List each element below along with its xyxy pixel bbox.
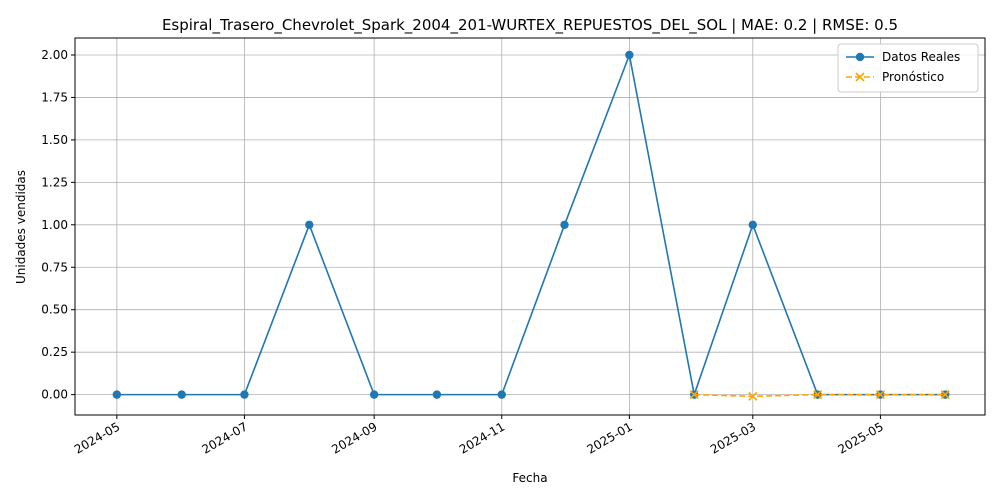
- data-point: [813, 390, 823, 400]
- plot-frame: [74, 37, 986, 416]
- x-axis-label: Fecha: [512, 471, 547, 485]
- series-line: [694, 393, 946, 398]
- x-tick-label: 2025-05: [835, 419, 885, 456]
- legend-label: Datos Reales: [882, 50, 960, 64]
- y-tick-label: 0.75: [41, 260, 68, 274]
- x-tick-label: 2024-05: [72, 419, 122, 456]
- x-tick-label: 2025-03: [708, 419, 758, 456]
- legend-label: Pronóstico: [882, 70, 944, 84]
- legend: Datos Reales Pronóstico: [837, 43, 979, 93]
- x-tick-label: 2024-07: [200, 419, 250, 456]
- x-axis-ticks: 2024-05 2024-07 2024-09 2024-11 2025-01 2025-…: [72, 415, 886, 457]
- chart-title: Espiral_Trasero_Chevrolet_Spark_2004_201…: [162, 16, 898, 35]
- data-point: [748, 391, 758, 401]
- data-point: [369, 390, 379, 399]
- y-tick-label: 1.75: [41, 90, 68, 104]
- x-tick-label: 2024-09: [329, 419, 379, 456]
- data-point: [560, 220, 569, 230]
- data-point: [432, 390, 442, 399]
- data-point: [875, 390, 885, 400]
- data-point: [305, 220, 314, 230]
- y-tick-label: 1.50: [41, 133, 68, 147]
- y-tick-label: 1.00: [41, 218, 68, 232]
- y-axis-ticks: 0.00 0.25 0.50 0.75 1.00 1.25 1.50 1.75 2.00: [41, 48, 75, 402]
- y-tick-label: 1.25: [41, 175, 68, 189]
- series-layer: [112, 50, 950, 401]
- x-tick-label: 2025-01: [584, 419, 634, 456]
- data-point: [240, 390, 249, 399]
- data-point: [625, 50, 634, 60]
- plot-area: [75, 38, 985, 415]
- data-point: [689, 390, 699, 400]
- data-point: [112, 390, 122, 399]
- series-line: [116, 52, 946, 398]
- data-point: [497, 390, 506, 399]
- data-point: [177, 390, 186, 399]
- series-pronostico: [689, 390, 950, 401]
- y-tick-label: 0.25: [41, 345, 68, 359]
- grid: [75, 38, 985, 415]
- data-point: [940, 390, 950, 400]
- y-tick-label: 0.00: [41, 388, 68, 402]
- legend-box: [837, 43, 979, 93]
- y-tick-label: 2.00: [41, 48, 68, 62]
- legend-marker: [855, 52, 865, 62]
- x-tick-label: 2024-11: [457, 419, 507, 456]
- data-point: [748, 220, 757, 230]
- legend-marker: [855, 72, 865, 82]
- y-axis-label: Unidades vendidas: [14, 170, 28, 284]
- y-tick-label: 0.50: [41, 303, 68, 317]
